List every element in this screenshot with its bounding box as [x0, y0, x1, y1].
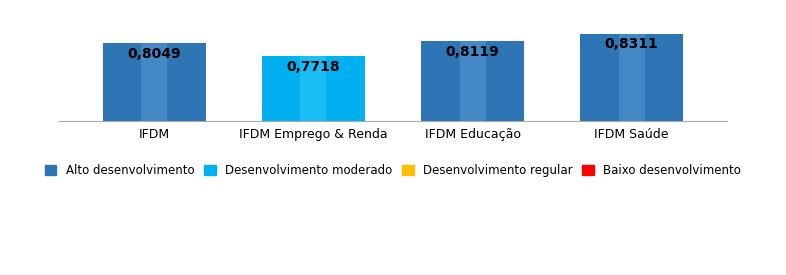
- Bar: [141, 43, 167, 121]
- Bar: [619, 34, 645, 121]
- Bar: [300, 56, 326, 121]
- Bar: [421, 41, 524, 121]
- Text: 0,8311: 0,8311: [605, 37, 659, 51]
- Text: 0,8119: 0,8119: [446, 45, 499, 59]
- Legend: Alto desenvolvimento, Desenvolvimento moderado, Desenvolvimento regular, Baixo d: Alto desenvolvimento, Desenvolvimento mo…: [45, 164, 741, 177]
- Bar: [580, 34, 684, 121]
- Bar: [262, 56, 365, 121]
- Text: 0,7718: 0,7718: [287, 60, 340, 74]
- Text: 0,8049: 0,8049: [127, 47, 181, 61]
- Bar: [102, 43, 206, 121]
- Bar: [460, 41, 486, 121]
